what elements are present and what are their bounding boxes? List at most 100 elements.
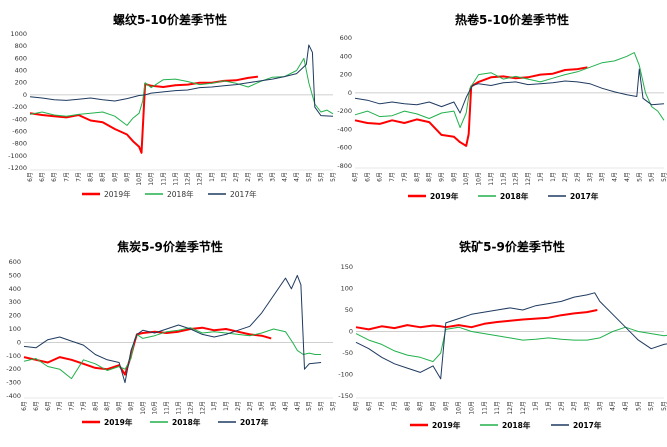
x-tick-label: 12月 bbox=[185, 172, 192, 186]
x-tick-label: 3月 bbox=[257, 172, 264, 182]
y-tick-label: 400 bbox=[9, 285, 21, 293]
x-tick-label: 12月 bbox=[507, 401, 514, 415]
y-tick-label: -300 bbox=[6, 379, 21, 387]
x-tick-label: 10月 bbox=[140, 401, 147, 415]
x-tick-label: 3月 bbox=[597, 401, 604, 411]
x-tick-label: 6月 bbox=[21, 401, 28, 411]
y-tick-label: 1000 bbox=[10, 30, 27, 38]
x-tick-label: 3月 bbox=[271, 401, 278, 411]
series-line-2 bbox=[354, 52, 665, 129]
x-tick-label: 8月 bbox=[414, 172, 421, 182]
chart-panel-3: 焦炭5-9价差季节性 600 500 400 300 200 100 0 -100 -200 -30… bbox=[6, 239, 337, 427]
y-tick-label: -1000 bbox=[8, 152, 27, 160]
y-tick-label: -150 bbox=[338, 392, 353, 400]
y-tick-label: -400 bbox=[6, 392, 21, 400]
x-tick-label: 6月 bbox=[33, 401, 40, 411]
x-tick-label: 4月 bbox=[294, 401, 301, 411]
x-tick-label: 12月 bbox=[513, 172, 520, 186]
x-tick-label: 11月 bbox=[494, 401, 501, 415]
series-line-2 bbox=[23, 327, 322, 380]
x-tick-label: 11月 bbox=[164, 401, 171, 415]
y-tick-label: 50 bbox=[345, 306, 353, 314]
x-tick-label: 1月 bbox=[223, 401, 230, 411]
y-tick-label: -50 bbox=[342, 349, 353, 357]
legend-label: 2018年 bbox=[500, 191, 529, 201]
x-tick-label: 11月 bbox=[172, 172, 179, 186]
x-tick-label: 6月 bbox=[377, 172, 384, 182]
y-tick-label: -800 bbox=[337, 162, 352, 170]
legend-label: 2017年 bbox=[240, 417, 269, 427]
chart-title: 螺纹5-10价差季节性 bbox=[113, 12, 227, 27]
x-tick-label: 9月 bbox=[116, 401, 123, 411]
x-tick-label: 3月 bbox=[587, 172, 594, 182]
x-tick-label: 1月 bbox=[533, 401, 540, 411]
y-tick-label: 100 bbox=[341, 285, 353, 293]
x-tick-label: 5月 bbox=[306, 401, 313, 411]
x-tick-label: 5月 bbox=[330, 172, 337, 182]
x-tick-label: 11月 bbox=[481, 401, 488, 415]
series-line-3 bbox=[29, 44, 334, 117]
x-tick-label: 2月 bbox=[574, 172, 581, 182]
x-tick-label: 6月 bbox=[366, 401, 373, 411]
x-tick-label: 7月 bbox=[69, 401, 76, 411]
x-tick-label: 7月 bbox=[379, 401, 386, 411]
y-tick-label: -800 bbox=[12, 140, 27, 148]
x-tick-label: 5月 bbox=[635, 401, 642, 411]
y-tick-label: -400 bbox=[337, 125, 352, 133]
x-tick-label: 8月 bbox=[100, 172, 107, 182]
x-tick-label: 2月 bbox=[235, 401, 242, 411]
y-tick-label: -100 bbox=[6, 352, 21, 360]
chart-title: 铁矿5-9价差季节性 bbox=[459, 239, 565, 254]
x-tick-label: 5月 bbox=[661, 401, 667, 411]
y-tick-label: 600 bbox=[15, 54, 27, 62]
x-tick-label: 8月 bbox=[88, 172, 95, 182]
x-tick-label: 10月 bbox=[476, 172, 483, 186]
x-tick-label: 2月 bbox=[233, 172, 240, 182]
y-tick-label: 300 bbox=[9, 298, 21, 306]
y-tick-label: 400 bbox=[340, 52, 352, 60]
legend-label: 2017年 bbox=[570, 191, 599, 201]
chart-title: 热卷5-10价差季节性 bbox=[455, 12, 569, 27]
x-tick-label: 1月 bbox=[537, 172, 544, 182]
y-tick-label: 0 bbox=[349, 328, 353, 336]
x-tick-label: 8月 bbox=[92, 401, 99, 411]
legend-label: 2018年 bbox=[502, 420, 531, 430]
x-tick-label: 9月 bbox=[112, 172, 119, 182]
x-tick-label: 2月 bbox=[558, 401, 565, 411]
legend-label: 2018年 bbox=[172, 417, 201, 427]
legend-label: 2018年 bbox=[167, 189, 194, 199]
x-tick-label: 2月 bbox=[247, 401, 254, 411]
x-tick-label: 12月 bbox=[525, 172, 532, 186]
x-tick-label: 10月 bbox=[456, 401, 463, 415]
y-tick-label: -200 bbox=[6, 365, 21, 373]
y-tick-label: -100 bbox=[338, 371, 353, 379]
legend-label: 2019年 bbox=[430, 191, 459, 201]
x-tick-label: 6月 bbox=[39, 172, 46, 182]
x-tick-label: 4月 bbox=[282, 401, 289, 411]
x-tick-label: 5月 bbox=[648, 401, 655, 411]
x-tick-label: 4月 bbox=[623, 401, 630, 411]
x-tick-label: 5月 bbox=[649, 172, 656, 182]
x-tick-label: 7月 bbox=[401, 172, 408, 182]
y-tick-label: 150 bbox=[341, 263, 353, 271]
series-line-1 bbox=[354, 66, 588, 147]
x-tick-label: 3月 bbox=[599, 172, 606, 182]
x-tick-label: 3月 bbox=[584, 401, 591, 411]
x-tick-label: 4月 bbox=[612, 172, 619, 182]
x-tick-label: 10月 bbox=[469, 401, 476, 415]
x-tick-label: 2月 bbox=[571, 401, 578, 411]
x-tick-label: 8月 bbox=[404, 401, 411, 411]
x-tick-label: 9月 bbox=[439, 172, 446, 182]
x-tick-label: 6月 bbox=[45, 401, 52, 411]
x-tick-label: 5月 bbox=[330, 401, 337, 411]
series-line-1 bbox=[23, 326, 272, 376]
y-tick-label: -200 bbox=[337, 107, 352, 115]
y-tick-label: -200 bbox=[12, 103, 27, 111]
x-tick-label: 8月 bbox=[104, 401, 111, 411]
y-tick-label: 100 bbox=[9, 325, 21, 333]
x-tick-label: 3月 bbox=[259, 401, 266, 411]
x-tick-label: 1月 bbox=[209, 172, 216, 182]
